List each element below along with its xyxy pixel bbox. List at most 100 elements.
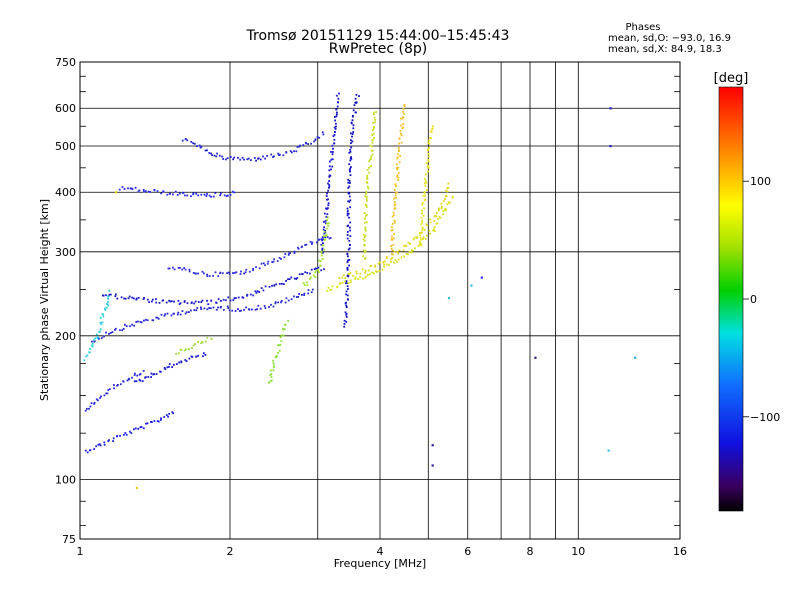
echo-point <box>148 301 150 303</box>
echo-point <box>439 217 442 219</box>
echo-point <box>320 252 323 255</box>
echo-point <box>130 432 133 434</box>
echo-point <box>322 238 324 241</box>
echo-point <box>347 178 350 181</box>
echo-point <box>123 297 126 300</box>
echo-point <box>124 323 126 326</box>
echo-point <box>111 331 114 333</box>
echo-point <box>323 232 326 235</box>
echo-point <box>264 285 267 288</box>
echo-point <box>345 316 348 318</box>
echo-point <box>413 236 416 239</box>
echo-point <box>398 142 400 145</box>
echo-point <box>239 158 242 161</box>
echo-point <box>377 262 380 265</box>
echo-point <box>108 333 110 335</box>
echo-point <box>139 379 142 382</box>
echo-point <box>364 244 366 247</box>
echo-point <box>366 176 369 179</box>
echo-point <box>348 185 351 188</box>
echo-point <box>143 319 145 322</box>
echo-point <box>422 238 424 240</box>
echo-point <box>233 297 236 300</box>
echo-point <box>104 309 107 311</box>
echo-point <box>178 361 180 364</box>
echo-point <box>427 152 430 155</box>
echo-point <box>430 131 433 133</box>
echo-point <box>140 426 143 428</box>
echo-point <box>276 260 279 262</box>
echo-point <box>99 330 101 333</box>
echo-point <box>368 166 370 169</box>
echo-point <box>112 440 114 442</box>
echo-point <box>177 352 180 355</box>
echo-point <box>346 214 349 217</box>
echo-point <box>354 276 357 279</box>
echo-point <box>259 307 262 310</box>
echo-point <box>195 272 197 275</box>
echo-trace <box>320 92 340 254</box>
echo-point <box>273 364 275 367</box>
echo-point <box>335 115 338 118</box>
echo-point <box>89 405 92 408</box>
echo-point <box>222 158 225 160</box>
echo-point <box>429 137 431 139</box>
echo-point <box>348 195 351 198</box>
echo-point <box>346 294 349 297</box>
echo-point <box>309 240 312 243</box>
echo-point <box>228 309 231 312</box>
echo-point <box>336 105 339 108</box>
echo-point <box>137 296 140 299</box>
echo-point <box>107 389 110 391</box>
echo-point <box>446 187 449 190</box>
echo-point <box>243 308 245 311</box>
echo-point <box>412 249 414 252</box>
echo-point <box>254 290 257 293</box>
echo-point <box>348 216 350 219</box>
echo-point <box>201 299 204 302</box>
echo-point <box>427 165 429 168</box>
echo-point <box>361 268 364 271</box>
echo-point <box>201 270 204 273</box>
echo-point <box>321 251 324 254</box>
echo-point <box>96 337 99 339</box>
echo-point <box>277 352 279 354</box>
echo-point <box>393 201 396 204</box>
echo-point <box>326 236 329 238</box>
echo-point <box>215 155 218 158</box>
echo-point <box>347 200 350 203</box>
echo-point <box>323 235 325 237</box>
echo-point <box>378 261 381 264</box>
echo-point <box>321 239 323 242</box>
echo-point <box>349 199 352 202</box>
echo-point <box>150 300 153 303</box>
echo-point <box>288 252 290 255</box>
echo-point <box>391 235 393 238</box>
echo-point <box>296 146 299 148</box>
echo-point <box>310 291 313 294</box>
echo-point <box>349 281 352 284</box>
echo-point <box>208 152 211 154</box>
echo-point <box>365 181 368 183</box>
phase-stats-x-line: mean, sd,X: 84.9, 18.3 <box>608 44 722 55</box>
echo-point <box>142 427 145 430</box>
echo-point <box>168 267 171 270</box>
echo-point <box>235 271 238 274</box>
echo-point <box>354 97 357 100</box>
echo-point <box>347 272 350 275</box>
echo-point <box>165 414 168 416</box>
echo-point <box>403 103 406 106</box>
echo-point <box>418 240 421 243</box>
echo-point <box>200 306 202 309</box>
echo-point <box>400 134 403 137</box>
echo-point <box>425 181 428 184</box>
echo-point <box>365 196 368 198</box>
echo-point <box>105 306 108 309</box>
echo-point <box>369 273 371 276</box>
echo-trace <box>102 266 325 306</box>
echo-point <box>365 206 368 208</box>
echo-point <box>270 153 273 156</box>
echo-point <box>277 301 279 304</box>
echo-point <box>169 300 172 303</box>
echo-point <box>289 252 291 254</box>
